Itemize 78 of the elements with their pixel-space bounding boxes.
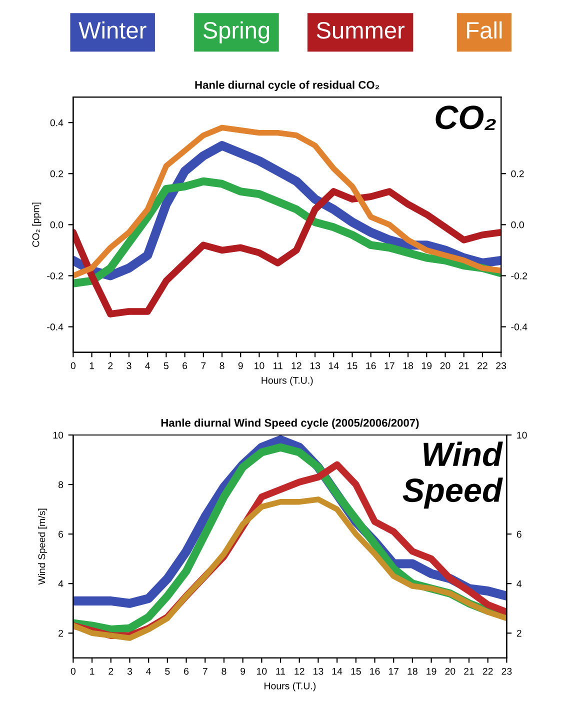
x-tick-label: 20: [445, 668, 456, 675]
x-tick-label: 9: [240, 668, 246, 675]
x-tick-label: 9: [238, 362, 243, 370]
y-axis-title: Wind Speed [m/s]: [38, 508, 48, 585]
y-tick-label: 6: [58, 530, 64, 538]
x-tick-label: 16: [366, 362, 376, 370]
x-tick-label: 13: [314, 668, 324, 675]
x-tick-label: 19: [422, 362, 432, 370]
x-tick-label: 12: [292, 362, 302, 370]
annotation: Wind Speed: [402, 442, 503, 509]
x-tick-label: 5: [164, 362, 169, 370]
text: Winter: [78, 21, 146, 39]
x-tick-label: 14: [328, 362, 339, 370]
x-tick-label: 7: [202, 668, 208, 675]
x-tick-label: 22: [478, 362, 488, 370]
x-tick-label: 4: [145, 362, 150, 370]
y2-tick-label: 0.0: [511, 221, 524, 228]
x-tick-label: 17: [384, 362, 394, 370]
x-tick-label: 0: [70, 362, 76, 370]
text: Spring: [203, 21, 270, 44]
y-tick-label: -0.4: [47, 324, 64, 330]
y-tick-label: 0.2: [50, 170, 63, 178]
x-axis-title: Hours (T.U.): [264, 682, 316, 692]
x-tick-label: 14: [332, 668, 342, 675]
text: Fall: [467, 21, 502, 39]
x-tick-label: 18: [408, 668, 418, 675]
x-tick-label: 19: [426, 668, 436, 675]
y2-tick-label: 6: [516, 530, 522, 538]
chart-title: Hanle diurnal Wind Speed cycle (2005/2006/2007): [161, 418, 419, 429]
y-tick-label: 2: [58, 630, 63, 637]
y-tick-label: -0.2: [47, 272, 63, 280]
y2-tick-label: 4: [516, 580, 522, 588]
y2-tick-label: 0.2: [511, 170, 524, 178]
x-tick-label: 7: [201, 362, 206, 370]
x-tick-label: 23: [502, 668, 512, 675]
x-tick-label: 6: [182, 362, 188, 370]
x-tick-label: 17: [388, 668, 399, 675]
x-tick-label: 21: [464, 668, 474, 675]
y2-tick-label: -0.2: [511, 272, 528, 280]
y2-tick-label: 2: [516, 630, 522, 637]
x-tick-label: 10: [257, 668, 267, 675]
x-tick-label: 1: [90, 668, 94, 675]
y-tick-label: 8: [58, 481, 64, 488]
chart-title: Hanle diurnal cycle of residual CO₂: [195, 80, 380, 92]
x-tick-label: 18: [403, 362, 414, 370]
y-tick-label: 10: [53, 432, 64, 439]
x-tick-label: 11: [276, 668, 286, 675]
y2-tick-label: -0.4: [511, 324, 528, 330]
x-tick-label: 11: [274, 362, 282, 370]
x-tick-label: 22: [482, 668, 493, 675]
x-tick-label: 8: [222, 668, 226, 675]
x-tick-label: 20: [440, 362, 450, 370]
y-tick-label: 0.0: [50, 221, 64, 228]
x-tick-label: 15: [351, 668, 361, 675]
x-tick-label: 3: [126, 362, 132, 370]
y2-tick-label: 10: [517, 432, 527, 439]
x-tick-label: 6: [184, 668, 189, 675]
x-axis-title: Hours (T.U.): [262, 376, 313, 386]
x-tick-label: 4: [146, 668, 151, 675]
x-tick-label: 15: [348, 362, 358, 370]
x-tick-label: 5: [165, 668, 170, 675]
x-tick-label: 3: [127, 668, 132, 675]
x-tick-label: 1: [90, 362, 94, 370]
y-tick-label: 0.4: [50, 119, 64, 126]
x-tick-label: 23: [496, 362, 506, 370]
x-tick-label: 8: [220, 362, 224, 370]
x-tick-label: 13: [310, 362, 320, 370]
x-tick-label: 2: [108, 668, 114, 675]
y-tick-label: 4: [58, 580, 64, 588]
annotation: CO₂: [436, 106, 496, 130]
x-tick-label: 0: [70, 668, 76, 675]
text: Summer: [316, 22, 405, 39]
x-tick-label: 2: [108, 362, 113, 370]
x-tick-label: 12: [294, 668, 304, 675]
x-tick-label: 16: [370, 668, 380, 675]
x-tick-label: 10: [254, 362, 264, 370]
y-axis-title: CO₂ [ppm]: [32, 202, 42, 247]
x-tick-label: 21: [458, 362, 469, 370]
